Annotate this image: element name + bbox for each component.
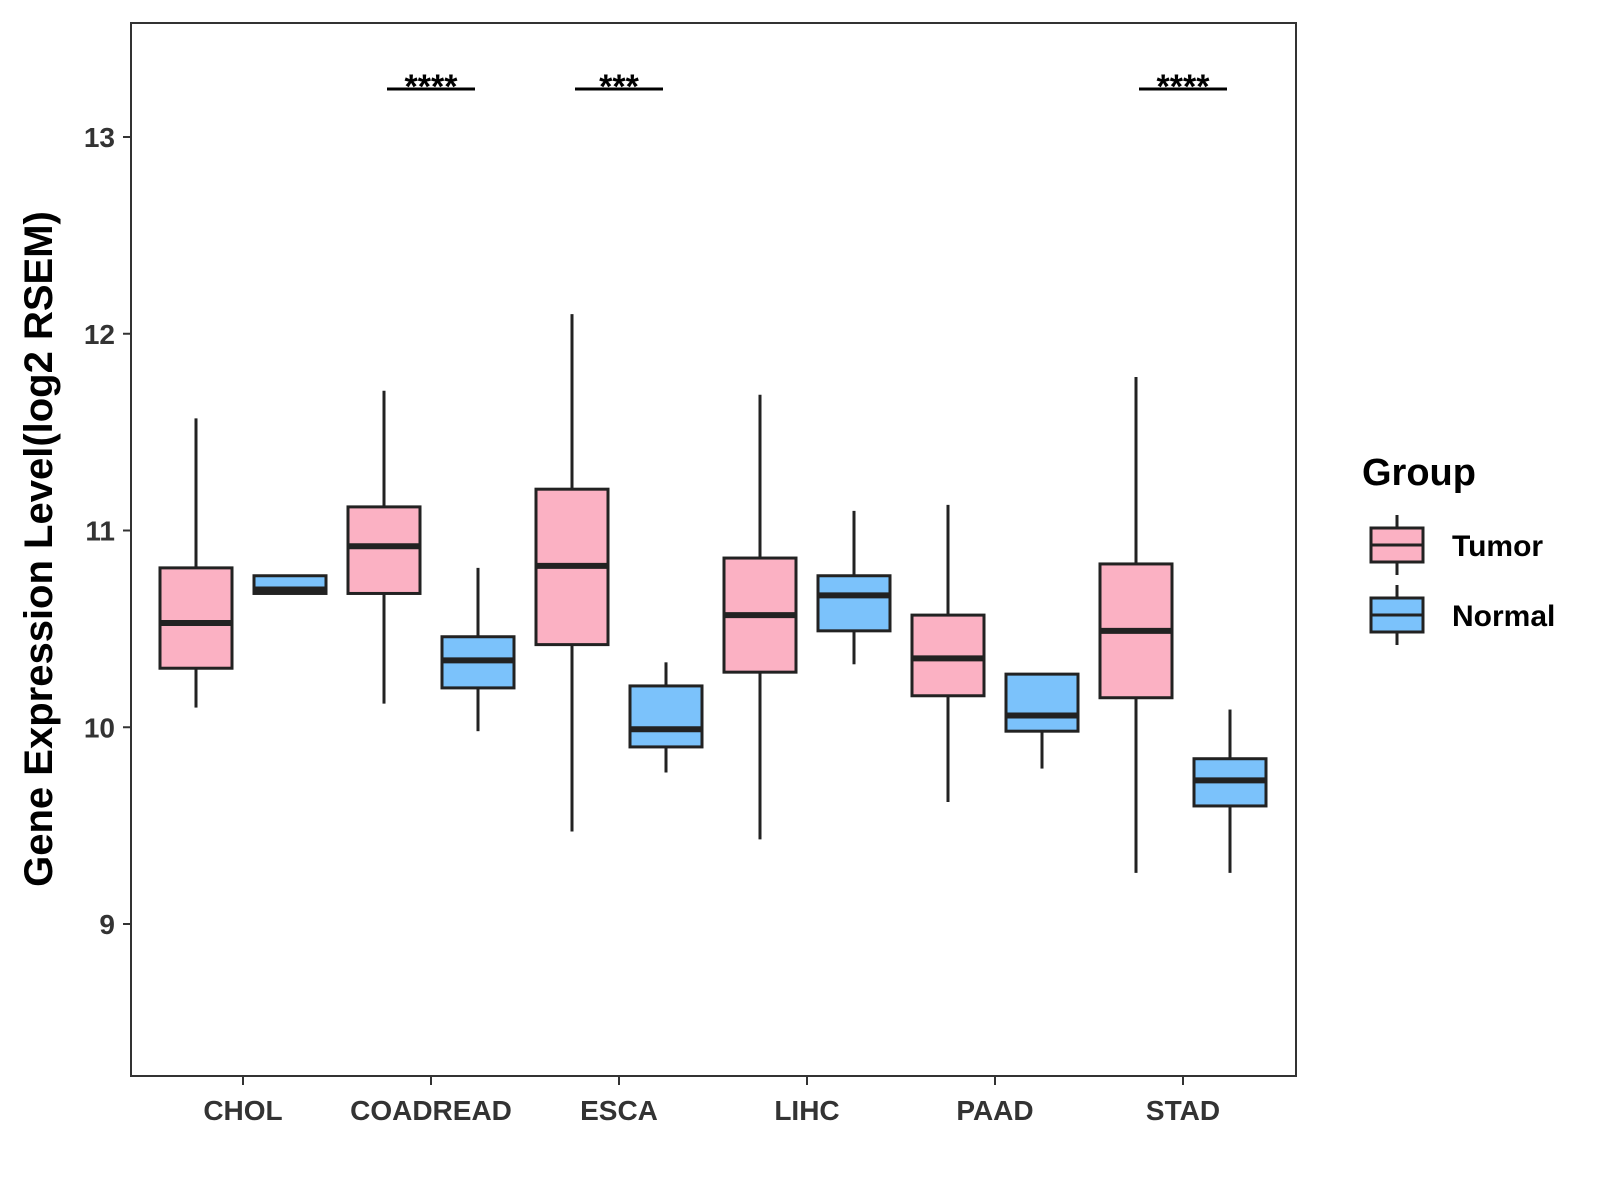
y-tick-label: 9 <box>99 909 115 940</box>
box-normal-esca <box>628 662 704 773</box>
x-axis: CHOL COADREAD ESCA LIHC PAAD STAD <box>203 1076 1220 1126</box>
x-tick-label: PAAD <box>956 1095 1033 1126</box>
box-tumor-stad <box>1098 377 1174 873</box>
significance-annotations: **** *** **** <box>387 68 1227 106</box>
legend-title: Group <box>1362 452 1476 494</box>
box-tumor-coadread <box>346 390 422 704</box>
y-axis: 9 10 11 12 13 <box>84 122 131 940</box>
y-tick-label: 11 <box>85 516 115 547</box>
box-normal-stad <box>1192 709 1268 873</box>
box-series <box>158 314 1268 873</box>
legend-label: Tumor <box>1452 530 1543 563</box>
box-tumor-chol <box>158 418 234 708</box>
y-tick-label: 13 <box>84 122 115 153</box>
x-tick-label: CHOL <box>203 1095 282 1126</box>
plot-panel <box>130 22 1297 1077</box>
legend: Group Tumor Normal <box>1362 452 1555 645</box>
box-iqr <box>346 505 422 595</box>
box-tumor-lihc <box>722 394 798 840</box>
box-iqr <box>816 574 892 633</box>
y-tick-label: 10 <box>84 712 115 743</box>
significance-stad: **** <box>1139 68 1227 106</box>
box-tumor-paad <box>910 504 986 803</box>
x-tick-label: LIHC <box>774 1095 839 1126</box>
significance-label: **** <box>1157 68 1211 106</box>
series-normal <box>252 510 1268 873</box>
legend-label: Normal <box>1452 600 1555 633</box>
box-iqr <box>628 684 704 749</box>
box-normal-coadread <box>440 567 516 732</box>
box-tumor-esca <box>534 314 610 832</box>
significance-coadread: **** <box>387 68 475 106</box>
y-axis-title: Gene Expression Level(log2 RSEM) <box>17 211 61 887</box>
legend-item-tumor: Tumor <box>1369 515 1543 575</box>
legend-item-normal: Normal <box>1369 585 1555 645</box>
significance-label: **** <box>405 68 459 106</box>
box-iqr <box>1004 672 1080 733</box>
box-normal-chol <box>252 574 328 595</box>
box-iqr <box>158 566 234 670</box>
y-tick-label: 12 <box>84 319 115 350</box>
x-tick-label: STAD <box>1146 1095 1220 1126</box>
series-tumor <box>158 314 1174 873</box>
box-normal-paad <box>1004 672 1080 769</box>
significance-label: *** <box>599 68 639 106</box>
significance-esca: *** <box>575 68 663 106</box>
x-tick-label: ESCA <box>580 1095 658 1126</box>
box-normal-lihc <box>816 510 892 665</box>
x-tick-label: COADREAD <box>350 1095 512 1126</box>
